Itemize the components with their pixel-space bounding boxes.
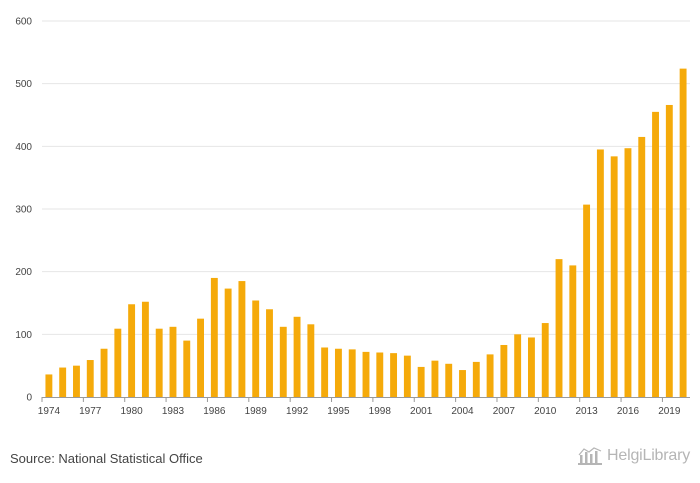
x-tick-label: 1992 bbox=[286, 406, 309, 417]
bar bbox=[583, 204, 591, 397]
x-tick-label: 2007 bbox=[493, 406, 516, 417]
x-tick-label: 1980 bbox=[120, 406, 143, 417]
bar-chart: 0 100 200 300 400 500 600 1974 1977 1980 1983 1986… bbox=[15, 17, 690, 417]
x-tick-label: 1995 bbox=[327, 406, 350, 417]
bar bbox=[555, 259, 563, 397]
bar bbox=[431, 360, 439, 397]
bar bbox=[155, 328, 163, 397]
x-axis-tick-labels: 1974 1977 1980 1983 1986 1989 1992 1995 1998 2001… bbox=[38, 397, 681, 417]
bar bbox=[638, 136, 646, 397]
bar bbox=[624, 148, 632, 397]
bar bbox=[224, 288, 232, 397]
x-tick-label: 1983 bbox=[162, 406, 185, 417]
x-tick-label: 1986 bbox=[203, 406, 226, 417]
chart-footer: Source: National Statistical Office Helg… bbox=[0, 436, 700, 483]
x-tick-label: 1989 bbox=[245, 406, 268, 417]
bar bbox=[541, 323, 549, 397]
bar bbox=[665, 104, 673, 398]
bar bbox=[128, 304, 136, 397]
bar bbox=[348, 349, 356, 397]
bar bbox=[293, 316, 301, 397]
y-tick-label: 600 bbox=[15, 17, 32, 28]
x-tick-label: 2019 bbox=[658, 406, 681, 417]
bar bbox=[569, 265, 577, 397]
bar bbox=[376, 352, 384, 397]
bar bbox=[514, 334, 522, 397]
y-tick-label: 400 bbox=[15, 142, 32, 153]
bar bbox=[321, 347, 329, 397]
bar bbox=[445, 363, 453, 397]
bar bbox=[100, 348, 108, 397]
y-axis-tick-labels: 0 100 200 300 400 500 600 bbox=[15, 17, 32, 404]
brand-name: HelgiLibrary bbox=[607, 447, 690, 464]
x-tick-label: 2010 bbox=[534, 406, 557, 417]
bar bbox=[238, 281, 246, 397]
x-tick-label: 1998 bbox=[369, 406, 392, 417]
bar bbox=[652, 111, 659, 397]
bar bbox=[73, 365, 80, 397]
bar bbox=[362, 351, 370, 397]
bar bbox=[59, 367, 67, 397]
bar bbox=[86, 360, 94, 397]
x-tick-label: 1974 bbox=[38, 406, 61, 417]
bar bbox=[307, 324, 315, 397]
gridlines bbox=[42, 20, 690, 335]
x-tick-label: 1977 bbox=[79, 406, 102, 417]
bar bbox=[390, 353, 398, 397]
bar bbox=[459, 370, 466, 397]
bar bbox=[210, 277, 218, 397]
y-tick-label: 0 bbox=[26, 393, 32, 404]
bar bbox=[679, 68, 687, 398]
y-tick-label: 500 bbox=[15, 79, 32, 90]
bar bbox=[403, 355, 411, 397]
bar bbox=[334, 348, 342, 397]
bar bbox=[45, 374, 53, 397]
bar bbox=[169, 326, 177, 397]
source-note: Source: National Statistical Office bbox=[10, 451, 203, 466]
bar bbox=[472, 361, 480, 397]
bar bbox=[266, 309, 273, 397]
x-tick-label: 2016 bbox=[617, 406, 640, 417]
x-tick-label: 2004 bbox=[451, 406, 474, 417]
bar bbox=[197, 318, 204, 397]
bar bbox=[610, 156, 618, 397]
bar bbox=[183, 340, 191, 397]
bars bbox=[45, 68, 687, 398]
bar bbox=[417, 366, 425, 397]
brand-logo[interactable]: HelgiLibrary bbox=[577, 446, 690, 466]
bar bbox=[141, 301, 149, 397]
bar bbox=[500, 344, 508, 397]
x-tick-label: 2001 bbox=[410, 406, 433, 417]
bar bbox=[486, 354, 494, 397]
bar bbox=[252, 300, 260, 397]
bar bbox=[114, 328, 122, 397]
y-tick-label: 100 bbox=[15, 330, 32, 341]
y-tick-label: 300 bbox=[15, 205, 32, 216]
y-tick-label: 200 bbox=[15, 267, 32, 278]
bar bbox=[279, 326, 287, 397]
library-building-icon bbox=[578, 447, 603, 465]
bar bbox=[596, 149, 604, 397]
bar bbox=[528, 337, 535, 397]
x-tick-label: 2013 bbox=[575, 406, 598, 417]
